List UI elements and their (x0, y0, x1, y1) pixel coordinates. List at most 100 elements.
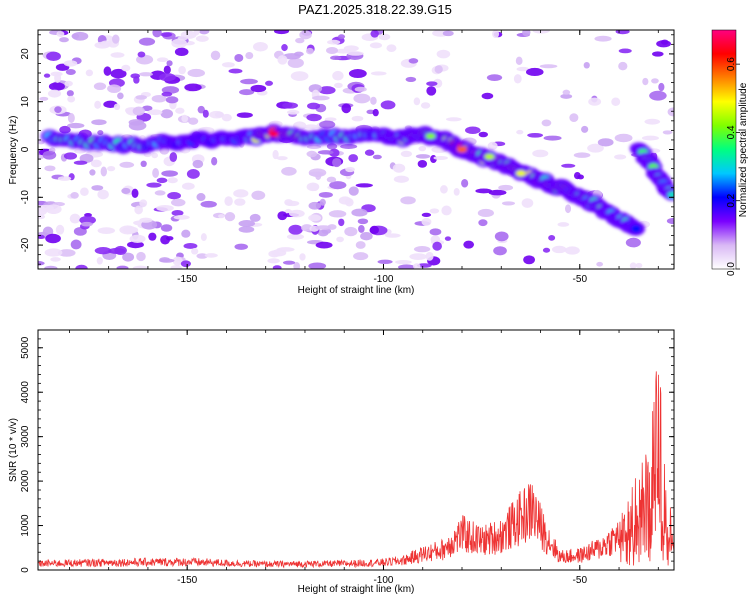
heatmap-noise-cell (281, 44, 288, 52)
heatmap-noise-cell (63, 60, 78, 67)
heatmap-noise-cell (369, 225, 379, 235)
heatmap-noise-cell (91, 119, 107, 126)
heatmap-noise-cell (38, 214, 46, 220)
heatmap-noise-cell (233, 189, 249, 198)
heatmap-noise-cell (166, 60, 173, 67)
heatmap-noise-cell (89, 169, 96, 176)
heatmap-noise-cell (306, 150, 318, 158)
heatmap-noise-cell (565, 204, 572, 214)
heatmap-noise-cell (107, 84, 122, 94)
heatmap-noise-cell (47, 89, 62, 98)
heatmap-noise-cell (560, 93, 573, 99)
heatmap-band-cell (667, 191, 674, 199)
heatmap-noise-cell (360, 231, 373, 241)
heatmap-noise-cell (420, 102, 431, 109)
heatmap-noise-cell (79, 153, 94, 163)
heatmap-noise-cell (667, 107, 674, 117)
heatmap-noise-cell (193, 30, 200, 36)
y-tick-label: 10 (20, 96, 31, 108)
heatmap-noise-cell (138, 72, 153, 77)
heatmap-noise-cell (57, 249, 76, 257)
heatmap-noise-cell (386, 44, 397, 52)
heatmap-noise-cell (238, 226, 255, 233)
heatmap-noise-cell (542, 247, 551, 253)
heatmap-noise-cell (163, 65, 171, 75)
heatmap-noise-cell (228, 68, 243, 74)
heatmap-noise-cell (234, 198, 246, 206)
heatmap-noise-cell (132, 106, 145, 116)
heatmap-noise-cell (317, 150, 334, 155)
heatmap-noise-cell (42, 150, 57, 160)
heatmap-noise-cell (91, 185, 104, 191)
heatmap-noise-cell (370, 30, 379, 38)
heatmap-noise-cell (165, 96, 179, 104)
heatmap-noise-cell (477, 208, 494, 218)
heatmap-noise-cell (329, 181, 347, 190)
heatmap-feature-layer (40, 124, 674, 236)
heatmap-noise-cell (293, 261, 301, 269)
heatmap-noise-cell (372, 154, 382, 160)
heatmap-noise-cell (139, 217, 153, 223)
heatmap-noise-cell (583, 61, 590, 69)
heatmap-noise-cell (46, 51, 61, 62)
heatmap-noise-cell (277, 211, 288, 221)
heatmap-noise-cell (108, 247, 126, 254)
heatmap-noise-cell (160, 235, 171, 245)
heatmap-noise-cell (588, 97, 602, 106)
heatmap-noise-cell (426, 81, 438, 87)
heatmap-noise-cell (202, 109, 209, 118)
heatmap-noise-cell (486, 74, 503, 81)
heatmap-noise-cell (543, 135, 562, 141)
heatmap-noise-cell (250, 84, 267, 93)
snr-series-line (38, 371, 674, 569)
heatmap-noise-cell (44, 165, 56, 172)
heatmap-noise-cell (594, 35, 612, 42)
heatmap-noise-cell (521, 198, 534, 208)
heatmap-noise-cell (307, 102, 321, 110)
heatmap-peak-cell (268, 130, 279, 137)
y-tick-label: 1000 (20, 514, 31, 537)
heatmap-noise-cell (299, 30, 312, 40)
heatmap-noise-cell (80, 187, 89, 196)
heatmap-noise-cell (67, 113, 75, 123)
heatmap-noise-cell (119, 161, 135, 168)
heatmap-noise-cell (167, 177, 178, 184)
heatmap-noise-cell (209, 110, 224, 119)
heatmap-noise-cell (274, 30, 290, 35)
heatmap-noise-cell (318, 86, 336, 95)
heatmap-noise-cell (295, 37, 305, 44)
heatmap-noise-cell (548, 235, 556, 241)
heatmap-noise-cell (662, 130, 673, 135)
heatmap-noise-cell (137, 51, 146, 58)
heatmap-noise-cell (618, 61, 628, 71)
heatmap-noise-cell (614, 133, 633, 143)
heatmap-noise-cell (276, 156, 288, 161)
heatmap-noise-cell (173, 215, 190, 220)
heatmap-noise-cell (338, 218, 345, 227)
heatmap-noise-cell (334, 82, 343, 89)
heatmap-noise-cell (577, 174, 584, 180)
heatmap-noise-cell (355, 241, 366, 249)
heatmap-noise-cell (112, 34, 120, 44)
heatmap-noise-cell (445, 117, 462, 122)
snr-x-ticks: -150 -100 -50 (69, 330, 659, 586)
heatmap-noise-cell (211, 157, 218, 166)
heatmap-noise-cell (525, 67, 544, 77)
heatmap-noise-cell (59, 125, 71, 134)
heatmap-noise-cell (97, 227, 116, 235)
heatmap-noise-cell (329, 148, 340, 157)
heatmap-x-ticks: -150 -100 -50 (69, 30, 659, 285)
heatmap-noise-cell (142, 105, 153, 112)
heatmap-noise-cell (596, 261, 604, 267)
heatmap-noise-cell (516, 66, 530, 72)
heatmap-noise-cell (442, 30, 454, 37)
x-tick-label: -50 (573, 575, 588, 586)
heatmap-noise-cell (465, 126, 481, 135)
heatmap-noise-cell (416, 263, 432, 268)
heatmap-noise-cell (71, 31, 89, 41)
heatmap-noise-cell (113, 103, 121, 111)
heatmap-noise-cell (80, 221, 93, 227)
heatmap-noise-cell (478, 219, 488, 227)
heatmap-noise-cell (353, 252, 369, 261)
y-tick-label: -10 (20, 190, 31, 205)
